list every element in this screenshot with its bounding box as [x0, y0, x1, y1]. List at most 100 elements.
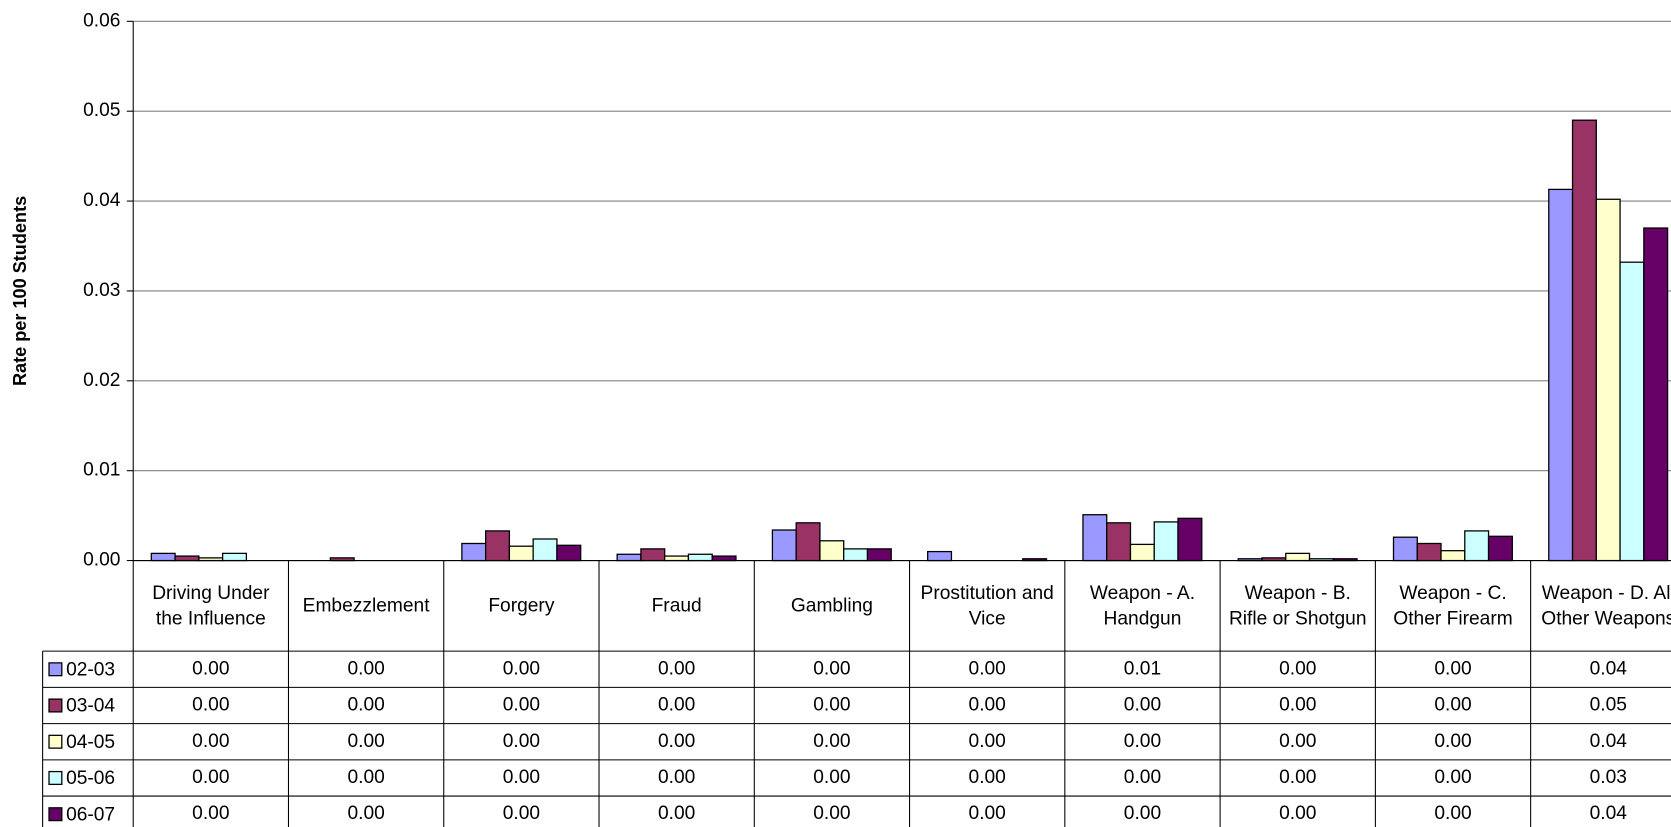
bar: [1285, 552, 1311, 562]
category-cell: Forgery: [488, 594, 555, 616]
bar: [1595, 198, 1621, 562]
data-table-value: 0.00: [969, 731, 1006, 752]
data-table-value: 0.00: [347, 767, 384, 788]
data-table-value: 0.00: [969, 803, 1006, 824]
y-axis-label: Rate per 100 Students: [10, 196, 30, 386]
legend-key: [48, 734, 63, 749]
bar: [1619, 261, 1645, 562]
category-label-box: Weapon - B. Rifle or Shotgun: [1220, 561, 1375, 652]
x-tick-label: Driving Under the Influence: [152, 581, 270, 629]
category-cell: Weapon - C. Other Firearm: [1375, 561, 1530, 652]
legend-key: [48, 807, 63, 822]
bar: [1129, 543, 1155, 562]
category-label-box: Embezzlement: [288, 561, 443, 652]
data-table-value: 0.00: [192, 731, 229, 752]
data-table-value: 0.05: [1590, 695, 1627, 716]
legend-key: [48, 698, 63, 713]
y-tick-label: 0.05: [83, 100, 120, 121]
bar: [866, 548, 892, 562]
data-table-value: 0.00: [1434, 803, 1471, 824]
legend-label: 06-07: [66, 804, 115, 825]
bar: [1392, 536, 1418, 562]
bar: [461, 542, 487, 562]
data-table-value: 0.04: [1590, 803, 1628, 824]
x-tick-label: Weapon - C. Other Firearm: [1393, 581, 1513, 629]
data-table-value: 0.00: [658, 767, 695, 788]
category-cell: Weapon - B. Rifle or Shotgun: [1220, 561, 1375, 652]
bar: [508, 545, 534, 562]
bar: [1106, 522, 1132, 562]
x-tick-label: Embezzlement: [302, 594, 430, 616]
data-table-value: 0.00: [192, 803, 229, 824]
bar: [927, 550, 953, 562]
category-label-box: Weapon - C. Other Firearm: [1375, 561, 1530, 652]
data-table-value: 0.00: [1279, 803, 1316, 824]
data-table-value: 0.00: [1434, 695, 1471, 716]
legend-label: 02-03: [66, 659, 115, 680]
category-label-box: Weapon - D. All Other Weapons: [1531, 561, 1671, 652]
bar: [1440, 550, 1466, 562]
data-table-value: 0.00: [347, 658, 384, 679]
x-tick-label: Prostitution and Vice: [920, 581, 1054, 629]
category-label-box: Gambling: [754, 561, 909, 652]
bar: [1487, 535, 1513, 562]
y-tick-label: 0.03: [83, 280, 120, 301]
data-table-value: 0.00: [192, 767, 229, 788]
category-cell: Weapon - A. Handgun: [1089, 581, 1196, 629]
data-table-value: 0.00: [813, 731, 850, 752]
legend-key: [48, 770, 63, 785]
data-table-value: 0.00: [192, 695, 229, 716]
data-table-value: 0.00: [658, 658, 695, 679]
bar: [843, 548, 869, 562]
x-tick-label: Weapon - A. Handgun: [1089, 581, 1196, 629]
bar: [1643, 227, 1669, 562]
data-table-value: 0.00: [503, 803, 540, 824]
data-table-value: 0.00: [1124, 731, 1161, 752]
data-table-value: 0.00: [969, 767, 1006, 788]
y-tick-label: 0.02: [83, 370, 120, 391]
bar: [1153, 521, 1179, 562]
data-table-value: 0.00: [1434, 658, 1471, 679]
bar: [1548, 188, 1574, 562]
data-table-value: 0.00: [1434, 767, 1471, 788]
bar: [532, 538, 558, 562]
data-table-value: 0.00: [347, 695, 384, 716]
data-table-value: 0.00: [813, 695, 850, 716]
bar: [1082, 514, 1108, 562]
data-table-value: 0.00: [658, 695, 695, 716]
y-tick-label: 0.06: [83, 10, 120, 31]
data-table-value: 0.00: [969, 658, 1006, 679]
data-table-value: 0.00: [503, 731, 540, 752]
legend-label: 05-06: [66, 768, 115, 789]
bar: [1571, 119, 1597, 562]
legend-key: [48, 662, 63, 677]
data-table-value: 0.00: [1124, 695, 1161, 716]
legend-label: 04-05: [66, 732, 115, 753]
bar: [556, 544, 582, 562]
data-table-value: 0.00: [1279, 658, 1316, 679]
category-cell: Gambling: [754, 561, 909, 652]
legend-label: 03-04: [66, 696, 115, 717]
category-cell: Driving Under the Influence: [152, 581, 270, 629]
category-cell: Embezzlement: [288, 561, 443, 652]
bar: [484, 530, 511, 562]
data-table-value: 0.00: [503, 695, 540, 716]
data-table-value: 0.04: [1590, 731, 1628, 752]
data-table-value: 0.00: [1279, 695, 1316, 716]
data-table-value: 0.03: [1590, 767, 1627, 788]
y-tick-label: 0.04: [83, 190, 121, 211]
bar: [795, 522, 821, 562]
bar: [150, 552, 176, 562]
x-tick-label: Forgery: [488, 594, 555, 616]
data-table-value: 0.00: [813, 803, 850, 824]
bar: [1177, 517, 1203, 562]
category-label-box: Prostitution and Vice: [910, 561, 1065, 652]
category-cell: Prostitution and Vice: [910, 561, 1065, 652]
y-tick-label: 0.00: [83, 550, 120, 571]
data-table-value: 0.00: [192, 658, 229, 679]
data-table-value: 0.00: [658, 803, 695, 824]
data-table-value: 0.00: [658, 731, 695, 752]
data-table-value: 0.00: [503, 767, 540, 788]
category-label-box: Fraud: [599, 561, 754, 652]
data-table-value: 0.00: [813, 658, 850, 679]
